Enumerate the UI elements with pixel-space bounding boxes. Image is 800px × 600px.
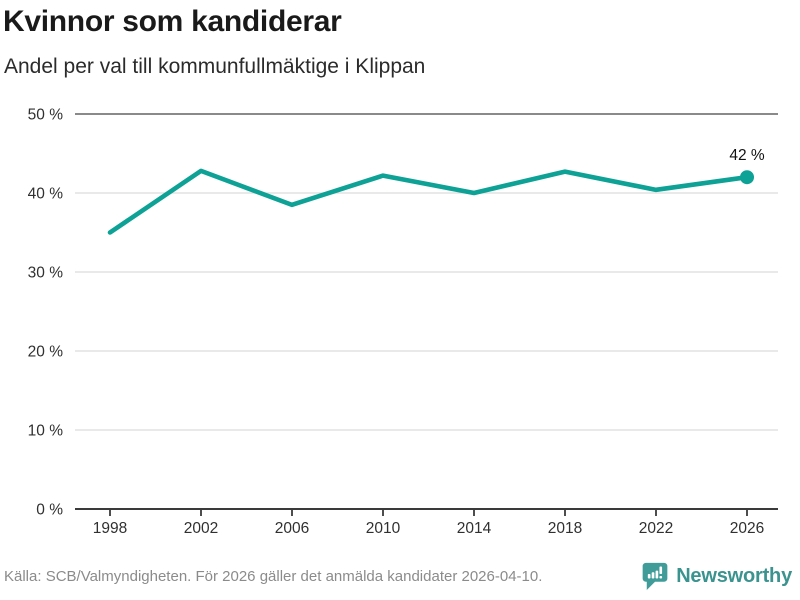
chart-figure: 0 % 10 % 20 % 30 % 40 % 50 % 1998 2002 2006 2010 2… [0,95,800,555]
newsworthy-wordmark: Newsworthy [676,564,792,587]
x-tick-label: 2010 [366,520,401,537]
x-tick-label: 2002 [184,520,218,537]
y-tick-label: 20 % [28,344,64,361]
x-tick-label: 2022 [639,520,673,537]
x-tick-label: 2018 [548,520,582,537]
y-tick-label: 40 % [28,186,64,203]
end-point-label: 42 % [729,147,765,164]
newsworthy-logo[interactable]: Newsworthy [641,561,792,591]
x-tick-label: 2014 [457,520,492,537]
end-point-dot [740,170,754,185]
data-line [107,168,750,235]
x-tick-label: 1998 [93,520,127,537]
chart-header: Kvinnor som kandiderar Andel per val til… [0,0,800,79]
source-note: Källa: SCB/Valmyndigheten. För 2026 gäll… [4,567,543,585]
newsworthy-bubble-icon [642,562,668,590]
chart-subtitle: Andel per val till kommunfullmäktige i K… [4,54,426,78]
x-tick-label: 2006 [275,520,309,537]
line-chart: 0 % 10 % 20 % 30 % 40 % 50 % 1998 2002 2006 2010 2… [28,107,778,537]
chart-title: Kvinnor som kandiderar [3,5,342,38]
y-tick-label: 50 % [28,107,64,124]
y-tick-label: 10 % [28,423,64,440]
y-tick-label: 30 % [28,265,64,282]
y-tick-label: 0 % [36,502,63,519]
chart-footer: Källa: SCB/Valmyndigheten. För 2026 gäll… [0,560,800,600]
x-tick-label: 2026 [730,520,764,537]
